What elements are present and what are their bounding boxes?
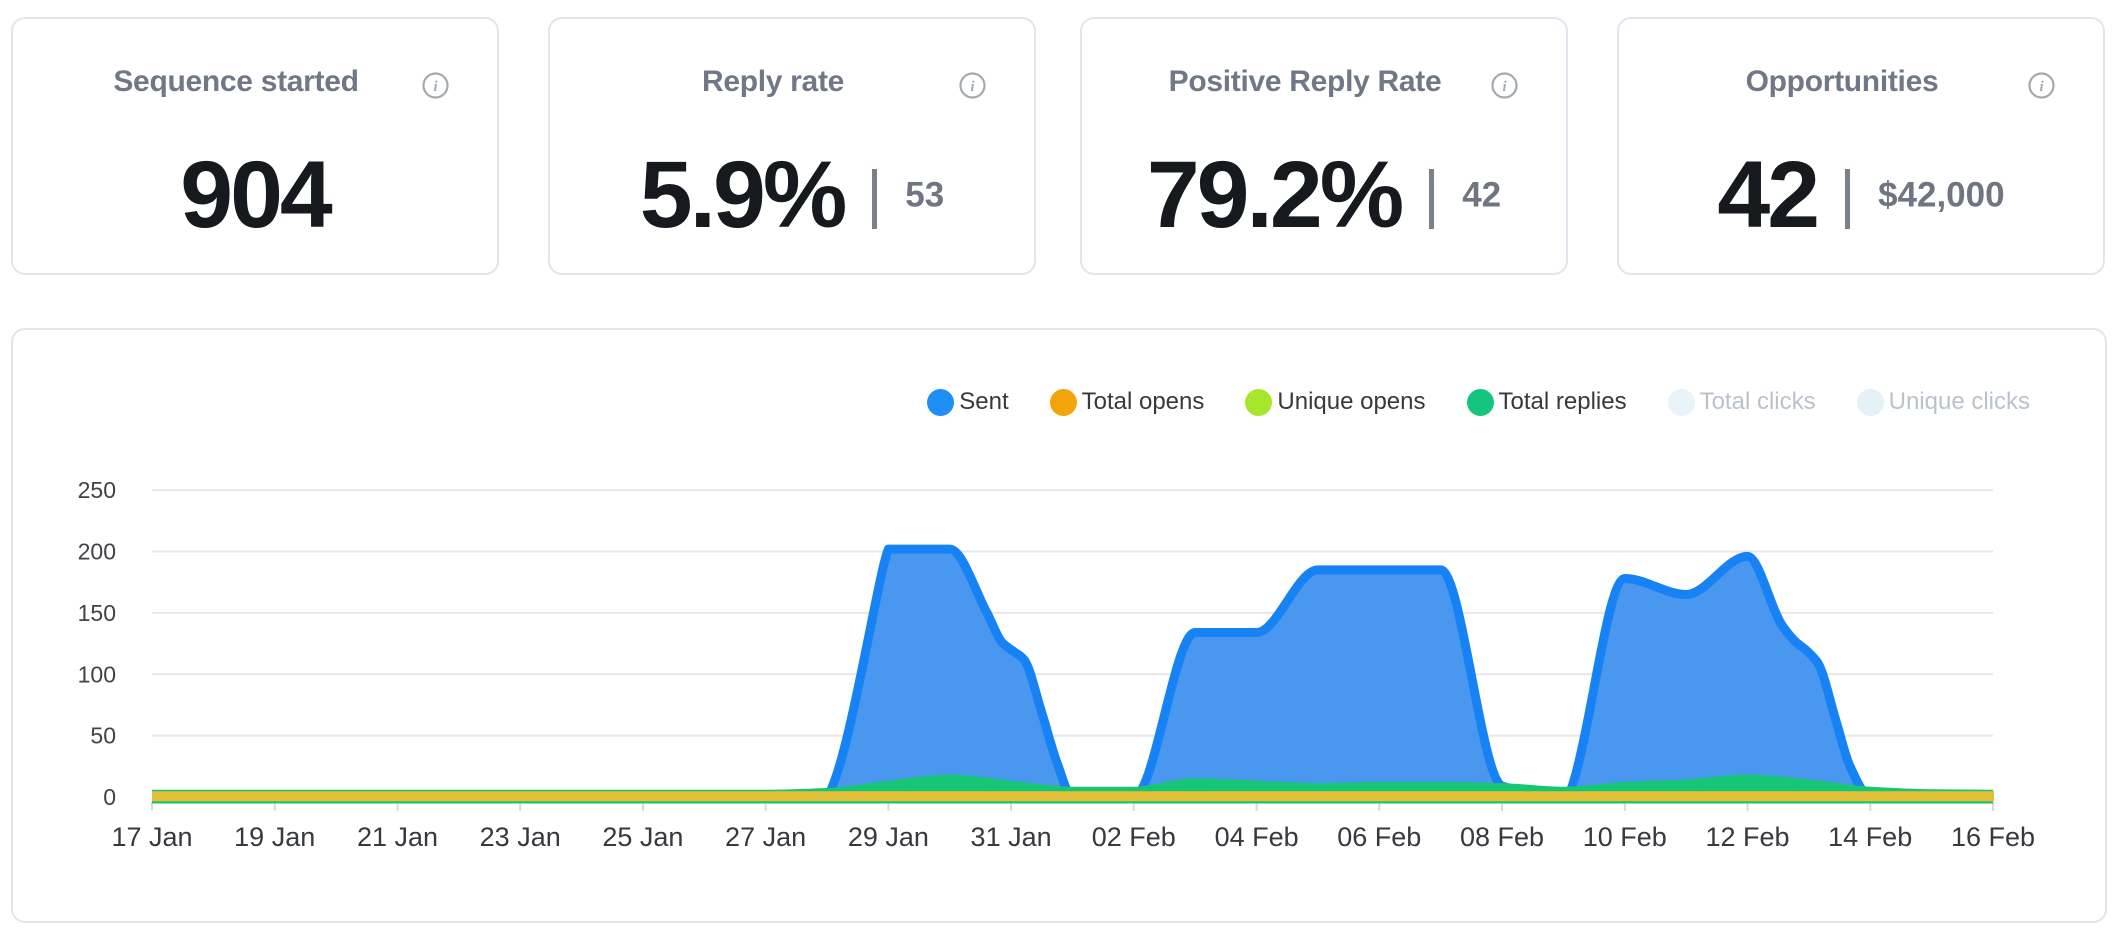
svg-text:08 Feb: 08 Feb — [1460, 822, 1544, 852]
svg-text:10 Feb: 10 Feb — [1583, 822, 1667, 852]
svg-text:21 Jan: 21 Jan — [357, 822, 438, 852]
svg-text:0: 0 — [103, 784, 116, 810]
svg-text:16 Feb: 16 Feb — [1951, 822, 2035, 852]
svg-text:04 Feb: 04 Feb — [1215, 822, 1299, 852]
svg-text:14 Feb: 14 Feb — [1828, 822, 1912, 852]
svg-text:12 Feb: 12 Feb — [1705, 822, 1789, 852]
svg-text:150: 150 — [78, 600, 116, 626]
svg-text:27 Jan: 27 Jan — [725, 822, 806, 852]
svg-text:50: 50 — [90, 723, 116, 749]
svg-text:100: 100 — [78, 661, 116, 687]
svg-text:i: i — [433, 79, 437, 95]
svg-text:29 Jan: 29 Jan — [848, 822, 929, 852]
svg-text:i: i — [2039, 79, 2043, 95]
svg-text:31 Jan: 31 Jan — [971, 822, 1052, 852]
svg-text:250: 250 — [78, 477, 116, 503]
svg-text:06 Feb: 06 Feb — [1337, 822, 1421, 852]
svg-text:02 Feb: 02 Feb — [1092, 822, 1176, 852]
svg-text:i: i — [970, 79, 974, 95]
svg-text:17 Jan: 17 Jan — [111, 822, 192, 852]
svg-text:i: i — [1502, 79, 1506, 95]
svg-text:200: 200 — [78, 539, 116, 565]
svg-text:25 Jan: 25 Jan — [602, 822, 683, 852]
svg-text:23 Jan: 23 Jan — [480, 822, 561, 852]
svg-text:19 Jan: 19 Jan — [234, 822, 315, 852]
